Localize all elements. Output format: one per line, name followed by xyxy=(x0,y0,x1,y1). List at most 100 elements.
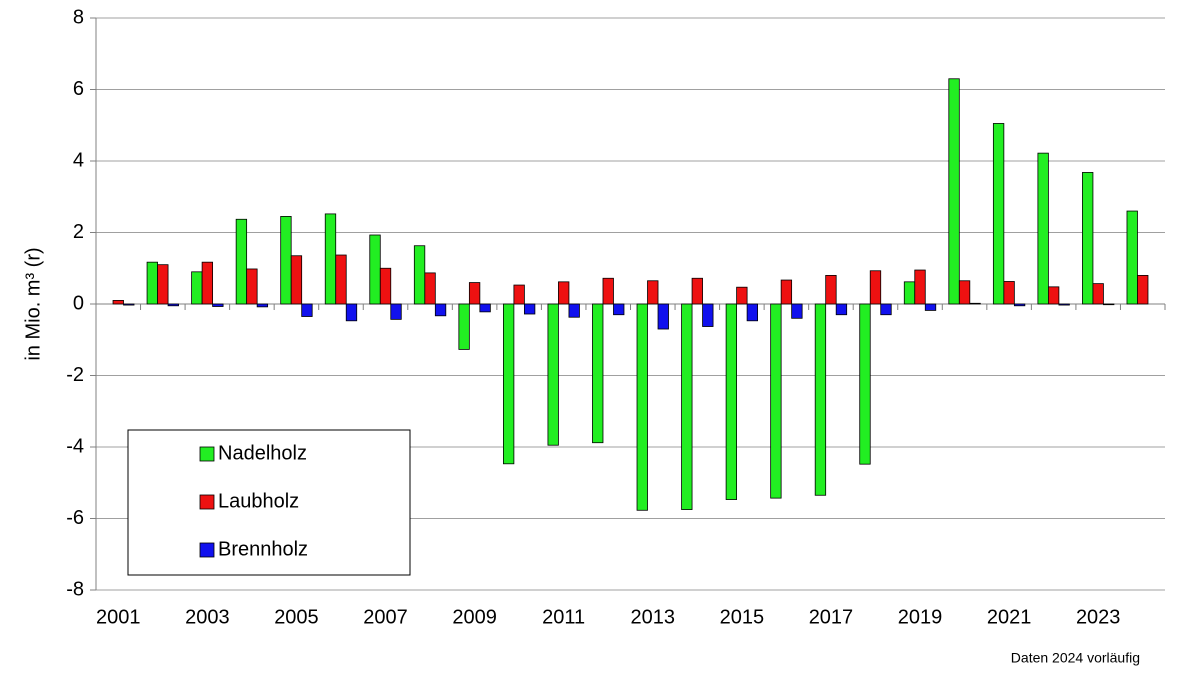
x-tick-label: 2011 xyxy=(542,606,585,628)
x-tick-label: 2017 xyxy=(809,606,854,628)
legend-box xyxy=(127,429,411,576)
bar xyxy=(424,272,436,305)
bar xyxy=(379,267,392,305)
bar xyxy=(1013,303,1026,307)
annotation: Daten 2024 vorläufig xyxy=(1011,650,1140,666)
x-tick-label: 2013 xyxy=(631,606,676,628)
bar xyxy=(513,284,525,305)
bar xyxy=(791,303,803,319)
bar xyxy=(969,302,981,305)
bar xyxy=(691,277,703,305)
bar xyxy=(246,268,258,305)
bar xyxy=(191,271,203,305)
y-tick-label: 0 xyxy=(73,292,84,314)
bar xyxy=(502,303,515,465)
bar xyxy=(770,303,782,499)
bar xyxy=(958,280,971,305)
bar xyxy=(1037,152,1049,305)
bar xyxy=(702,303,714,327)
y-tick-label: -4 xyxy=(66,435,84,457)
bar xyxy=(725,303,738,500)
bar xyxy=(523,303,536,315)
bar xyxy=(1058,303,1070,306)
bar xyxy=(1103,303,1115,306)
bar xyxy=(592,303,604,444)
bar xyxy=(280,216,292,305)
y-axis-label: in Mio. m³ (r) xyxy=(22,247,44,360)
legend-label: Nadelholz xyxy=(218,442,307,464)
x-tick-label: 2005 xyxy=(274,606,319,628)
bar xyxy=(468,282,481,305)
x-tick-label: 2015 xyxy=(720,606,765,628)
bar xyxy=(547,303,559,446)
bar xyxy=(167,303,179,307)
bar xyxy=(1082,172,1094,305)
y-tick-label: 4 xyxy=(73,149,84,171)
bar xyxy=(657,303,669,330)
bar xyxy=(235,218,248,305)
bar xyxy=(859,303,871,465)
x-tick-label: 2001 xyxy=(96,606,141,628)
bar xyxy=(736,286,748,305)
bar xyxy=(992,123,1005,305)
bar xyxy=(613,303,625,316)
bar xyxy=(324,213,337,305)
bar xyxy=(1003,281,1015,305)
bar xyxy=(123,303,135,306)
bar xyxy=(1137,274,1149,305)
bar xyxy=(201,261,214,305)
bar xyxy=(301,303,313,317)
y-tick-label: 8 xyxy=(73,6,84,28)
legend-swatch xyxy=(199,494,215,510)
y-tick-label: 6 xyxy=(73,78,84,100)
bar xyxy=(1092,283,1104,305)
legend-label: Laubholz xyxy=(218,490,299,512)
bar xyxy=(479,303,491,313)
bar xyxy=(814,303,827,496)
bar xyxy=(880,303,892,316)
bar xyxy=(146,261,158,305)
bar xyxy=(1126,210,1138,305)
legend-swatch xyxy=(199,446,215,462)
bar xyxy=(157,264,169,305)
bar xyxy=(369,234,381,305)
bar xyxy=(558,281,570,305)
bar xyxy=(434,303,447,317)
x-tick-label: 2019 xyxy=(898,606,943,628)
legend-label: Brennholz xyxy=(218,538,308,560)
bar xyxy=(390,303,402,320)
bar xyxy=(903,281,916,305)
bar xyxy=(413,245,426,305)
bar xyxy=(290,255,303,305)
bar xyxy=(568,303,580,318)
x-tick-label: 2007 xyxy=(363,606,408,628)
bar xyxy=(1047,286,1060,305)
bar xyxy=(256,303,269,308)
bar xyxy=(345,303,358,322)
x-tick-label: 2003 xyxy=(185,606,230,628)
bar xyxy=(647,280,659,305)
y-tick-label: -2 xyxy=(66,364,84,386)
x-tick-label: 2021 xyxy=(987,606,1032,628)
bar xyxy=(924,303,937,311)
bar xyxy=(335,254,347,305)
x-tick-label: 2023 xyxy=(1076,606,1121,628)
legend-swatch xyxy=(199,542,215,558)
y-tick-label: -6 xyxy=(66,507,84,529)
x-tick-label: 2009 xyxy=(452,606,497,628)
bar xyxy=(825,274,837,305)
bar xyxy=(112,300,124,305)
bar xyxy=(746,303,759,322)
bar xyxy=(681,303,693,510)
bar xyxy=(602,277,614,305)
y-tick-label: 2 xyxy=(73,221,84,243)
y-tick-label: -8 xyxy=(66,578,84,600)
bar xyxy=(835,303,848,316)
bar xyxy=(458,303,470,350)
bar xyxy=(212,303,224,307)
bar xyxy=(914,269,926,305)
bar xyxy=(948,78,960,305)
bar xyxy=(869,270,882,305)
bar xyxy=(780,279,793,305)
